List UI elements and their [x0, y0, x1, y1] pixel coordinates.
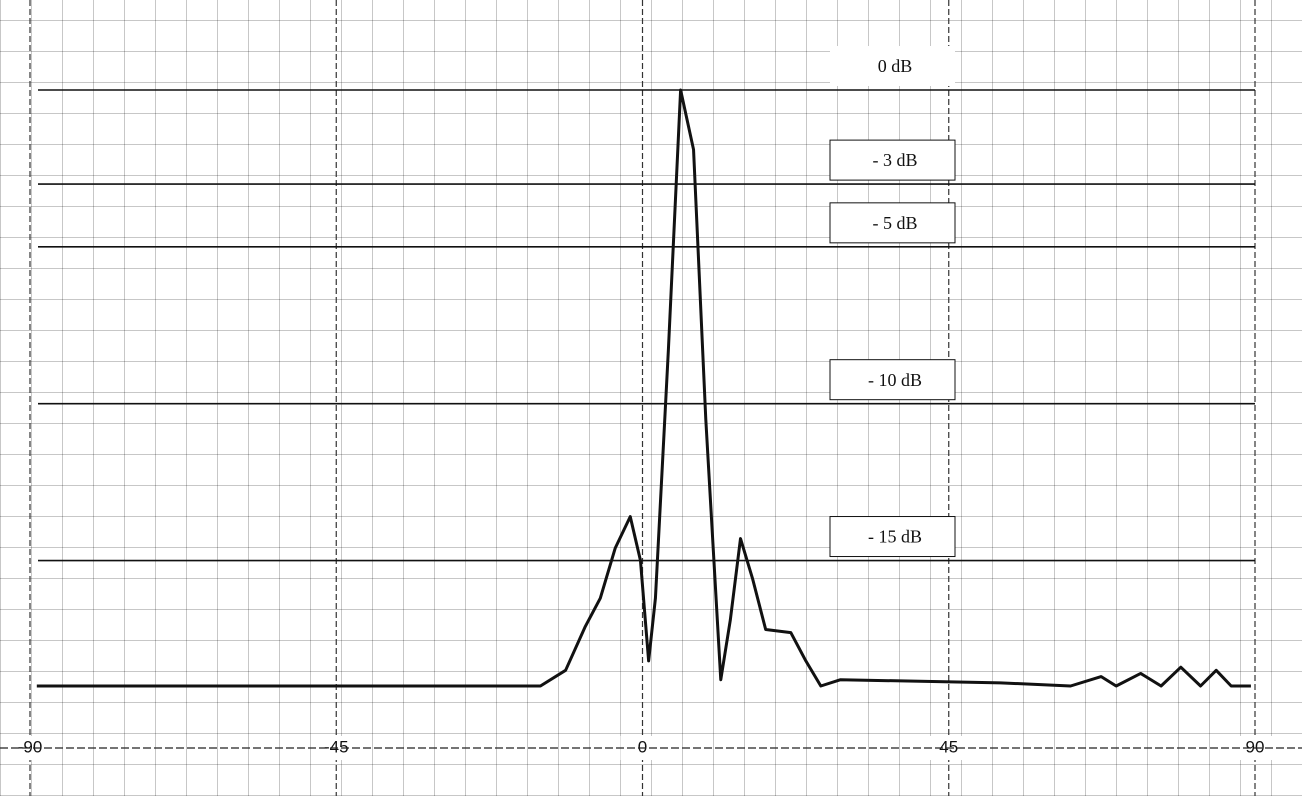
pattern-curve: [37, 90, 1251, 686]
y-tick-label: - 3 dB: [873, 150, 918, 170]
y-tick-label: 0 dB: [878, 56, 913, 76]
x-tick-label: 0: [638, 737, 647, 756]
y-tick-label: - 10 dB: [868, 370, 922, 390]
y-tick-label: - 5 dB: [873, 213, 918, 233]
x-tick-label: 45: [939, 737, 958, 756]
page: -90 -45 0 45 90 0 dB - 3 dB - 5 dB - 10 dB - 15 d…: [0, 0, 1302, 796]
chart: -90 -45 0 45 90 0 dB - 3 dB - 5 dB - 10 dB - 15 d…: [0, 0, 1302, 796]
x-tick-label: -90: [18, 737, 43, 756]
y-tick-label: - 15 dB: [868, 527, 922, 547]
x-tick-label: -45: [324, 737, 349, 756]
x-tick-label: 90: [1246, 737, 1265, 756]
